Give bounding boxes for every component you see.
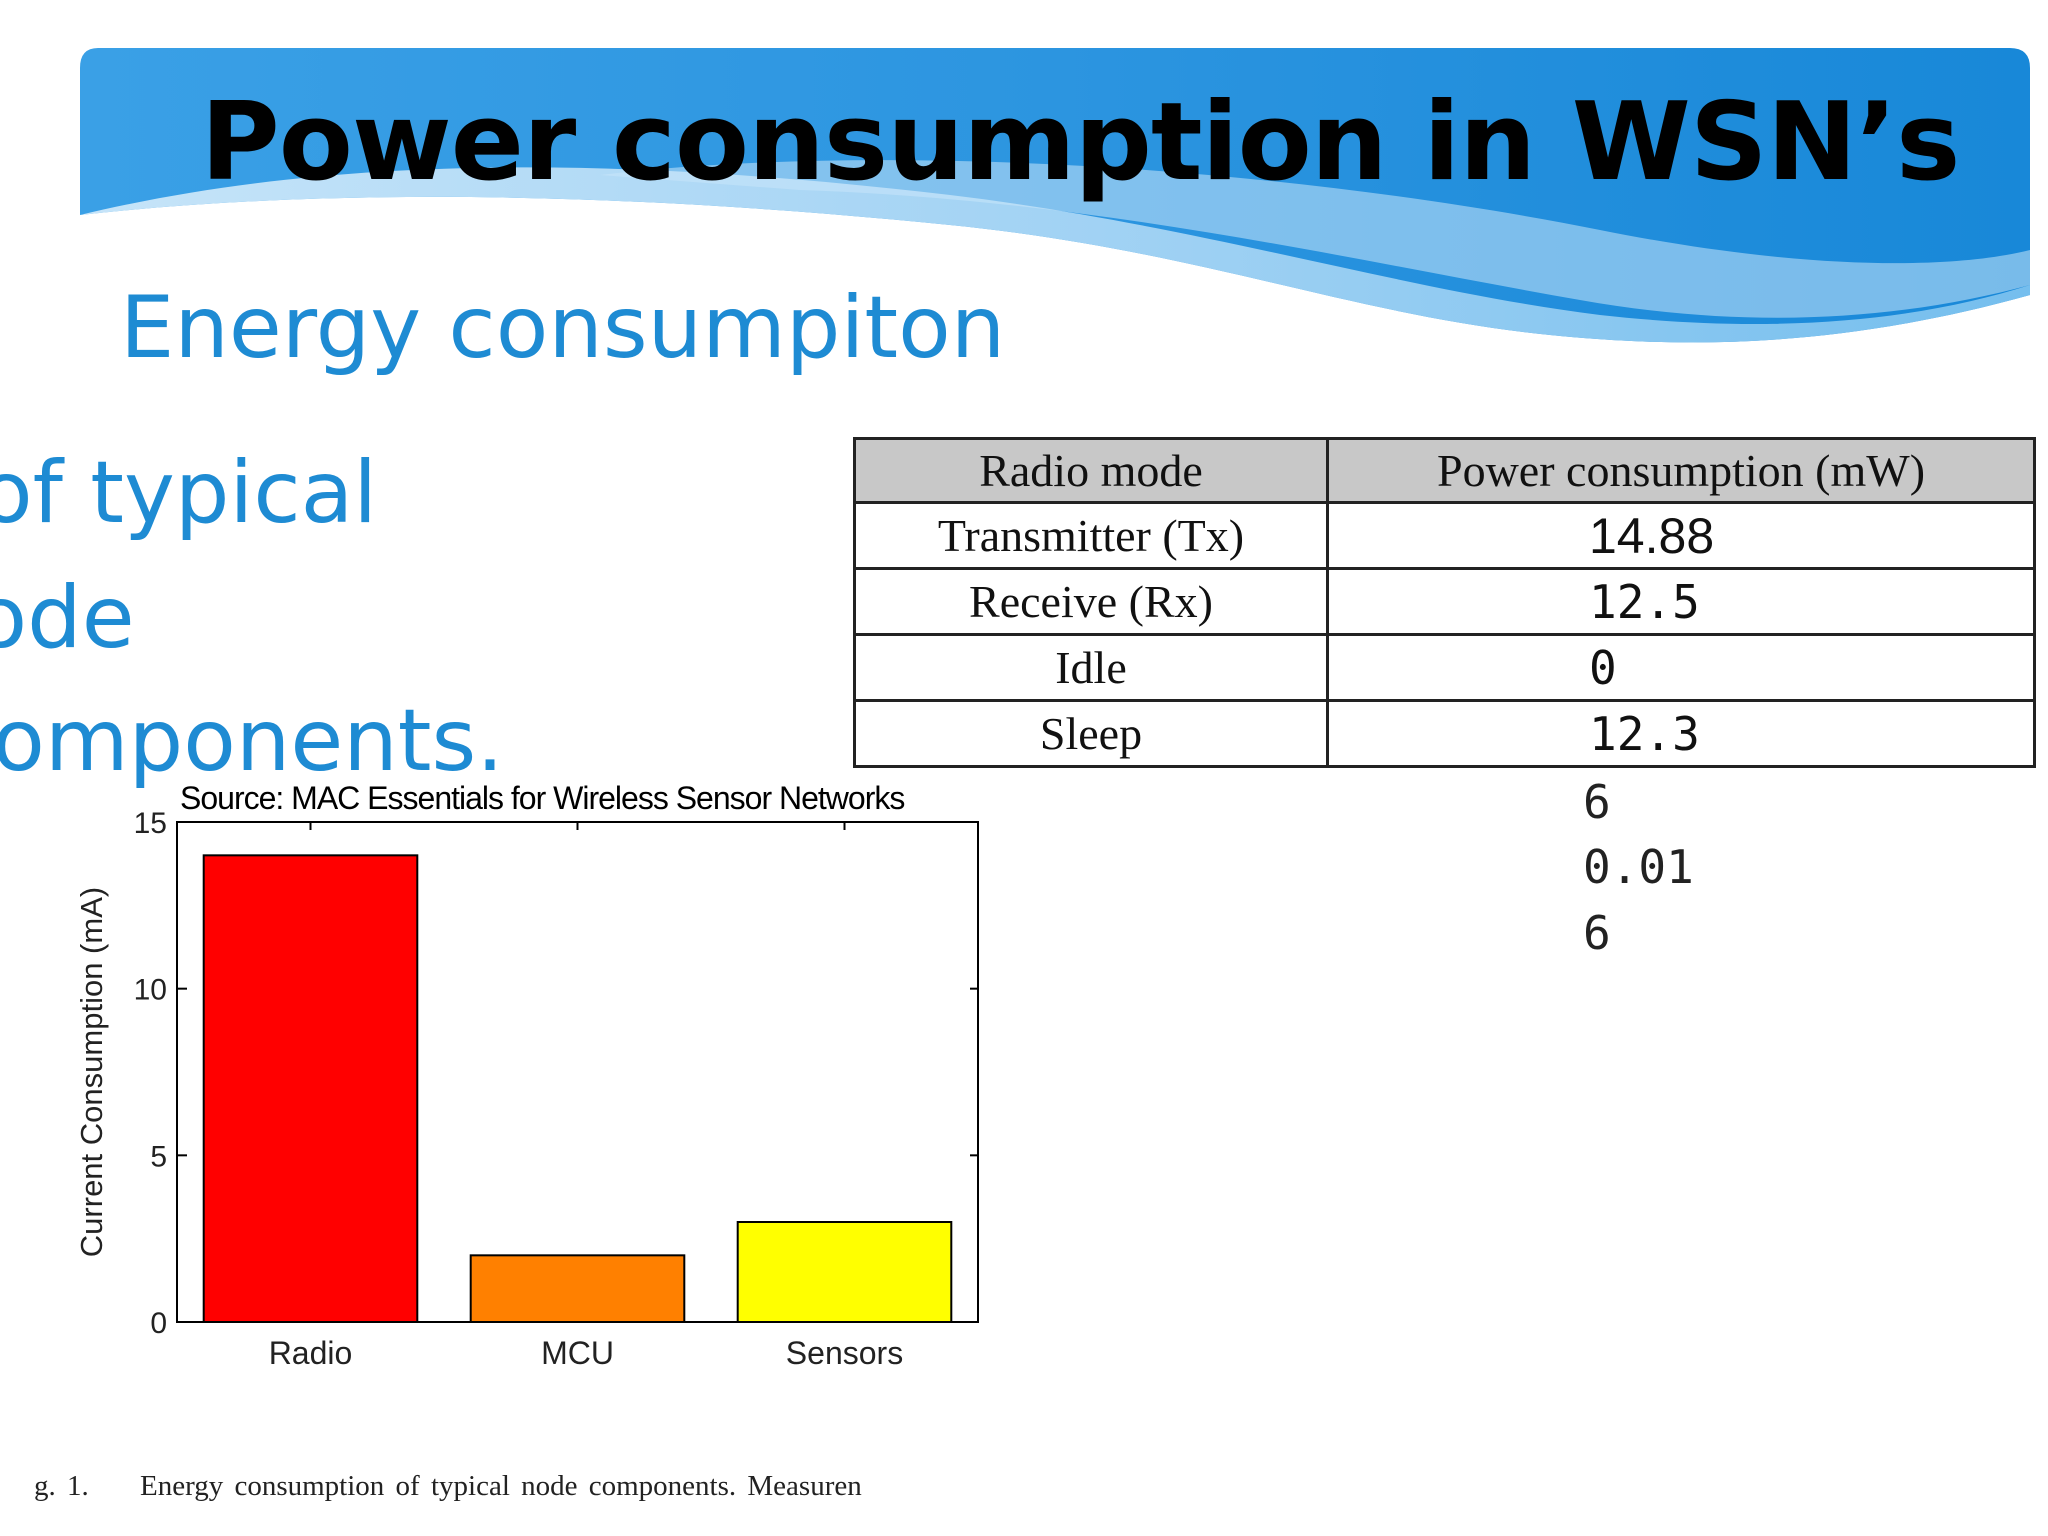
caption-number: g. 1. (34, 1470, 89, 1502)
column-header-mode: Radio mode (855, 439, 1328, 503)
subtitle-line: Energy consumpiton (120, 285, 1005, 371)
column-header-power: Power consumption (mW) (1328, 439, 2035, 503)
table-row: Idle 0 (855, 635, 2035, 701)
power-cell: 12.5 (1328, 569, 2035, 635)
caption-text: Energy consumption of typical node compo… (140, 1470, 862, 1502)
table-header-row: Radio mode Power consumption (mW) (855, 439, 2035, 503)
power-cell: 12.3 (1328, 701, 2035, 767)
mode-cell: Transmitter (Tx) (855, 503, 1328, 569)
figure-caption: g. 1. Energy consumption of typical node… (34, 1470, 862, 1503)
x-tick-label: MCU (541, 1335, 614, 1370)
subtitle-line: of typical (0, 450, 377, 536)
extra-value: 0.01 (1583, 840, 1694, 894)
table-row: Receive (Rx) 12.5 (855, 569, 2035, 635)
y-tick-label: 0 (150, 1307, 167, 1340)
subtitle-line: components. (0, 698, 504, 784)
mode-cell: Receive (Rx) (855, 569, 1328, 635)
y-tick-label: 15 (134, 810, 167, 840)
bar-radio (204, 855, 418, 1322)
subtitle-line: node (0, 575, 135, 661)
mode-cell: Idle (855, 635, 1328, 701)
bar-mcu (471, 1255, 685, 1322)
y-tick-label: 10 (134, 974, 167, 1007)
extra-value: 6 (1583, 775, 1611, 829)
x-tick-label: Sensors (786, 1335, 903, 1370)
y-tick-label: 5 (150, 1140, 167, 1173)
power-cell: 14.88 (1328, 503, 2035, 569)
table-row: Sleep 12.3 (855, 701, 2035, 767)
bar-sensors (738, 1222, 952, 1322)
x-tick-label: Radio (269, 1335, 353, 1370)
y-axis-label: Current Consumption (mA) (74, 887, 109, 1257)
table-row: Transmitter (Tx) 14.88 (855, 503, 2035, 569)
power-cell: 0 (1328, 635, 2035, 701)
extra-value: 6 (1583, 906, 1611, 960)
slide-title: Power consumption in WSN’s (180, 80, 1980, 205)
mode-cell: Sleep (855, 701, 1328, 767)
radio-mode-table: Radio mode Power consumption (mW) Transm… (853, 437, 2036, 768)
current-consumption-chart: 0 5 10 15 Radio MCU Sensors Current Consumption… (60, 810, 1000, 1370)
